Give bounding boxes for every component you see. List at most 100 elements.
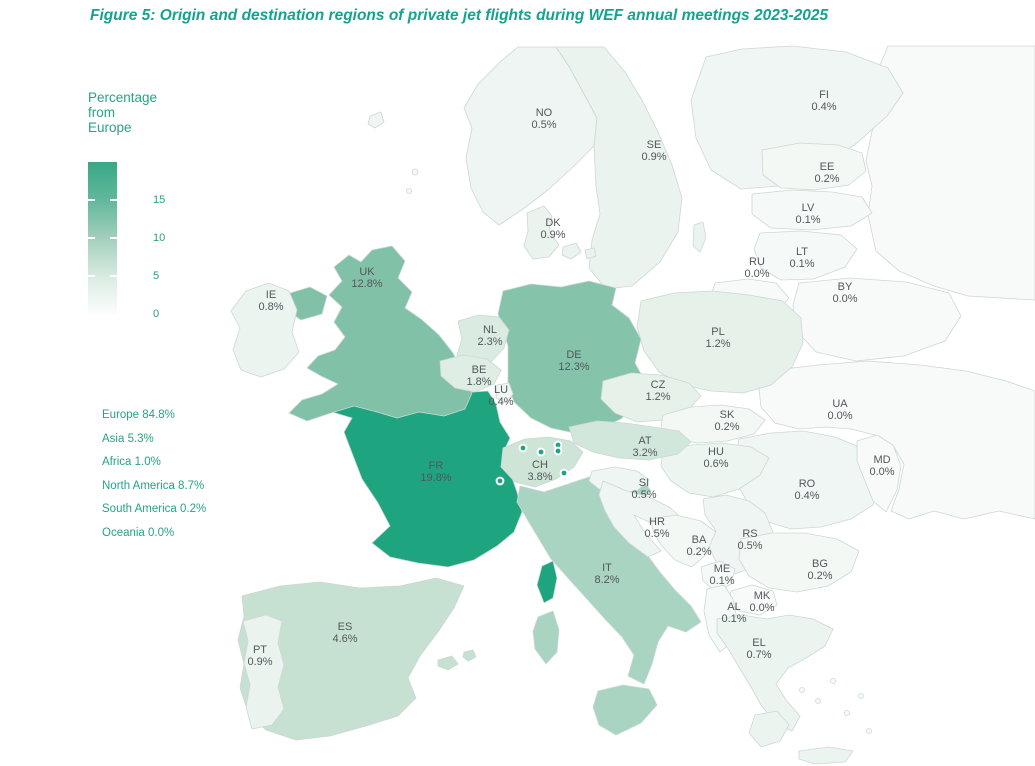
country-label-hu: HU 0.6% xyxy=(703,446,729,470)
country-ba xyxy=(650,514,718,568)
country-fi xyxy=(690,45,904,190)
island-mallorca xyxy=(437,655,459,671)
island-gotland xyxy=(692,221,707,253)
country-label-hr: HR 0.5% xyxy=(644,516,670,540)
country-dk xyxy=(523,205,560,260)
country-nl xyxy=(456,314,510,367)
legend-tick-0: 0 xyxy=(153,308,160,320)
continent-stat-oceania: Oceania 0.0% xyxy=(102,526,175,539)
country-hr xyxy=(598,480,686,558)
country-ro xyxy=(734,430,882,530)
island-funen xyxy=(584,247,597,260)
country-be xyxy=(439,354,502,393)
country-label-ie: IE 0.8% xyxy=(258,289,284,313)
legend-tick-mark xyxy=(110,199,117,201)
continent-stat-africa: Africa 1.0% xyxy=(102,456,161,468)
country-lu xyxy=(495,382,514,404)
island-faroe xyxy=(367,111,385,129)
country-ua xyxy=(758,360,1035,520)
airport-markers xyxy=(495,440,569,486)
country-label-pl: PL 1.2% xyxy=(705,326,731,350)
legend-tick-mark xyxy=(88,237,95,239)
country-label-pt: PT 0.9% xyxy=(247,644,273,668)
country-uk xyxy=(288,245,473,422)
country-label-cz: CZ 1.2% xyxy=(645,379,671,403)
country-me xyxy=(700,560,736,593)
legend-tick-mark xyxy=(88,199,95,201)
country-label-it: IT 8.2% xyxy=(594,562,620,586)
country-label-es: ES 4.6% xyxy=(332,621,358,645)
island-peloponnese xyxy=(748,710,790,748)
country-lv xyxy=(751,189,873,231)
country-pt xyxy=(242,614,285,730)
country-label-sk: SK 0.2% xyxy=(714,409,740,433)
country-label-ro: RO 0.4% xyxy=(794,478,820,502)
country-se xyxy=(555,46,683,290)
island-orkney xyxy=(406,188,412,194)
country-label-md: MD 0.0% xyxy=(869,454,895,478)
island-aegean-1 xyxy=(799,687,805,693)
country-label-ua: UA 0.0% xyxy=(827,398,853,422)
country-label-ee: EE 0.2% xyxy=(814,161,840,185)
airport-marker xyxy=(536,447,546,457)
country-at xyxy=(568,420,692,461)
island-sicily xyxy=(592,684,658,736)
country-label-lt: LT 0.1% xyxy=(789,246,815,270)
legend-tick-5: 5 xyxy=(153,270,160,282)
country-label-by: BY 0.0% xyxy=(832,281,858,305)
country-label-mk: MK 0.0% xyxy=(749,590,775,614)
island-shetland xyxy=(411,168,419,176)
country-by xyxy=(792,277,962,362)
airport-marker xyxy=(518,443,528,453)
island-aegean-3 xyxy=(830,678,836,684)
island-zealand xyxy=(561,242,582,260)
country-bg xyxy=(738,532,860,593)
country-label-no: NO 0.5% xyxy=(531,107,557,131)
legend-tick-10: 10 xyxy=(153,232,166,244)
continent-stat-south-america: South America 0.2% xyxy=(102,503,207,515)
continent-stat-asia: Asia 5.3% xyxy=(102,432,154,445)
country-label-rs: RS 0.5% xyxy=(737,528,763,552)
country-label-se: SE 0.9% xyxy=(641,139,667,163)
island-aegean-4 xyxy=(844,710,850,716)
country-label-be: BE 1.8% xyxy=(466,364,492,388)
country-label-nl: NL 2.3% xyxy=(477,324,503,348)
country-label-el: EL 0.7% xyxy=(746,637,772,661)
country-label-dk: DK 0.9% xyxy=(540,217,566,241)
country-pl xyxy=(636,290,804,394)
legend-tick-mark xyxy=(110,275,117,277)
legend-title-line2: Europe xyxy=(88,120,132,135)
country-lt xyxy=(753,230,858,281)
legend-tick-mark xyxy=(110,237,117,239)
legend-title: Percentage from Europe xyxy=(88,90,157,135)
country-label-de: DE 12.3% xyxy=(558,349,590,373)
country-label-at: AT 3.2% xyxy=(632,435,658,459)
country-label-ru: RU 0.0% xyxy=(744,256,770,280)
country-label-ba: BA 0.2% xyxy=(686,534,712,558)
island-aegean-6 xyxy=(866,728,872,734)
country-md xyxy=(856,434,902,513)
country-label-fi: FI 0.4% xyxy=(811,89,837,113)
airport-marker xyxy=(495,476,505,486)
airport-marker xyxy=(559,468,569,478)
legend-tick-mark xyxy=(88,275,95,277)
legend-title-line1: Percentage from xyxy=(88,90,158,120)
country-label-lu: LU 0.4% xyxy=(488,384,514,408)
country-label-si: SI 0.5% xyxy=(631,477,657,501)
country-label-al: AL 0.1% xyxy=(721,601,747,625)
country-label-uk: UK 12.8% xyxy=(351,266,383,290)
country-label-lv: LV 0.1% xyxy=(795,202,821,226)
island-aegean-5 xyxy=(858,693,864,699)
country-ie xyxy=(230,282,300,378)
continent-stats: Europe 84.8% Asia 5.3% Africa 1.0% North Am… xyxy=(102,409,206,550)
country-label-fr: FR 19.8% xyxy=(420,460,452,484)
island-corsica xyxy=(536,560,558,604)
figure-title: Figure 5: Origin and destination regions… xyxy=(90,7,829,24)
continent-stat-europe: Europe 84.8% xyxy=(102,409,175,421)
country-label-me: ME 0.1% xyxy=(709,563,735,587)
country-label-bg: BG 0.2% xyxy=(807,558,833,582)
airport-marker xyxy=(553,446,563,456)
country-es xyxy=(237,577,465,741)
